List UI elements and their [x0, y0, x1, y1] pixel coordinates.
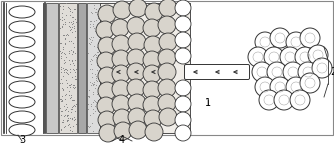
- Text: 2: 2: [330, 67, 334, 77]
- Ellipse shape: [9, 21, 35, 33]
- Circle shape: [175, 80, 191, 96]
- Circle shape: [112, 80, 130, 98]
- Circle shape: [97, 52, 115, 70]
- Circle shape: [113, 1, 131, 19]
- Circle shape: [248, 47, 268, 67]
- Circle shape: [175, 32, 191, 48]
- Circle shape: [143, 81, 161, 99]
- Circle shape: [286, 77, 306, 97]
- Circle shape: [129, 0, 147, 17]
- Circle shape: [143, 19, 161, 37]
- Circle shape: [128, 108, 146, 126]
- Circle shape: [127, 63, 145, 81]
- Circle shape: [145, 123, 163, 141]
- Circle shape: [143, 51, 161, 69]
- Ellipse shape: [9, 96, 35, 108]
- Ellipse shape: [9, 111, 35, 123]
- Text: 4: 4: [119, 135, 125, 145]
- Circle shape: [158, 63, 176, 81]
- Bar: [59, 3, 77, 133]
- Ellipse shape: [9, 66, 35, 78]
- Circle shape: [98, 82, 116, 100]
- Circle shape: [127, 79, 145, 97]
- Circle shape: [99, 124, 117, 142]
- Circle shape: [290, 90, 310, 110]
- Bar: [87, 3, 101, 133]
- Bar: [100, 3, 190, 133]
- Bar: [1, 1, 333, 135]
- Circle shape: [298, 62, 318, 82]
- Circle shape: [255, 32, 275, 52]
- Circle shape: [127, 17, 145, 35]
- Circle shape: [264, 47, 284, 67]
- Circle shape: [144, 36, 162, 54]
- Circle shape: [112, 35, 130, 53]
- Bar: [46, 3, 58, 133]
- Circle shape: [158, 49, 176, 67]
- Circle shape: [175, 96, 191, 112]
- Circle shape: [128, 33, 146, 51]
- Circle shape: [270, 28, 290, 48]
- Circle shape: [300, 28, 320, 48]
- Circle shape: [312, 58, 332, 78]
- Circle shape: [159, 33, 177, 51]
- Circle shape: [158, 79, 176, 97]
- Circle shape: [286, 32, 306, 52]
- Circle shape: [143, 96, 161, 114]
- Circle shape: [175, 112, 191, 128]
- Circle shape: [270, 77, 290, 97]
- Circle shape: [98, 37, 116, 55]
- Circle shape: [113, 109, 131, 127]
- Circle shape: [295, 47, 315, 67]
- Circle shape: [96, 21, 114, 39]
- FancyBboxPatch shape: [184, 65, 249, 80]
- Circle shape: [128, 94, 146, 112]
- Circle shape: [159, 0, 177, 17]
- Circle shape: [300, 73, 320, 93]
- Circle shape: [98, 5, 116, 23]
- Circle shape: [175, 48, 191, 64]
- Circle shape: [112, 65, 130, 83]
- Circle shape: [143, 65, 161, 83]
- Circle shape: [159, 108, 177, 126]
- Circle shape: [145, 3, 163, 21]
- Circle shape: [127, 49, 145, 67]
- Circle shape: [175, 125, 191, 141]
- Circle shape: [252, 62, 272, 82]
- Ellipse shape: [9, 51, 35, 63]
- Circle shape: [259, 90, 279, 110]
- Circle shape: [111, 19, 129, 37]
- Circle shape: [267, 62, 287, 82]
- Ellipse shape: [9, 6, 35, 18]
- Bar: [78, 3, 86, 133]
- Ellipse shape: [9, 81, 35, 93]
- Circle shape: [280, 47, 300, 67]
- Circle shape: [112, 95, 130, 113]
- Circle shape: [158, 16, 176, 34]
- Circle shape: [129, 121, 147, 139]
- Circle shape: [274, 90, 294, 110]
- Circle shape: [175, 0, 191, 16]
- Circle shape: [97, 97, 115, 115]
- Circle shape: [112, 50, 130, 68]
- Circle shape: [308, 45, 328, 65]
- Circle shape: [175, 16, 191, 32]
- Ellipse shape: [9, 36, 35, 48]
- Circle shape: [114, 122, 132, 140]
- Circle shape: [98, 67, 116, 85]
- Circle shape: [255, 77, 275, 97]
- Circle shape: [98, 111, 116, 129]
- Circle shape: [283, 62, 303, 82]
- Text: 1: 1: [205, 98, 211, 108]
- Ellipse shape: [9, 124, 35, 136]
- Circle shape: [158, 94, 176, 112]
- Text: 3: 3: [19, 135, 25, 145]
- Circle shape: [144, 110, 162, 128]
